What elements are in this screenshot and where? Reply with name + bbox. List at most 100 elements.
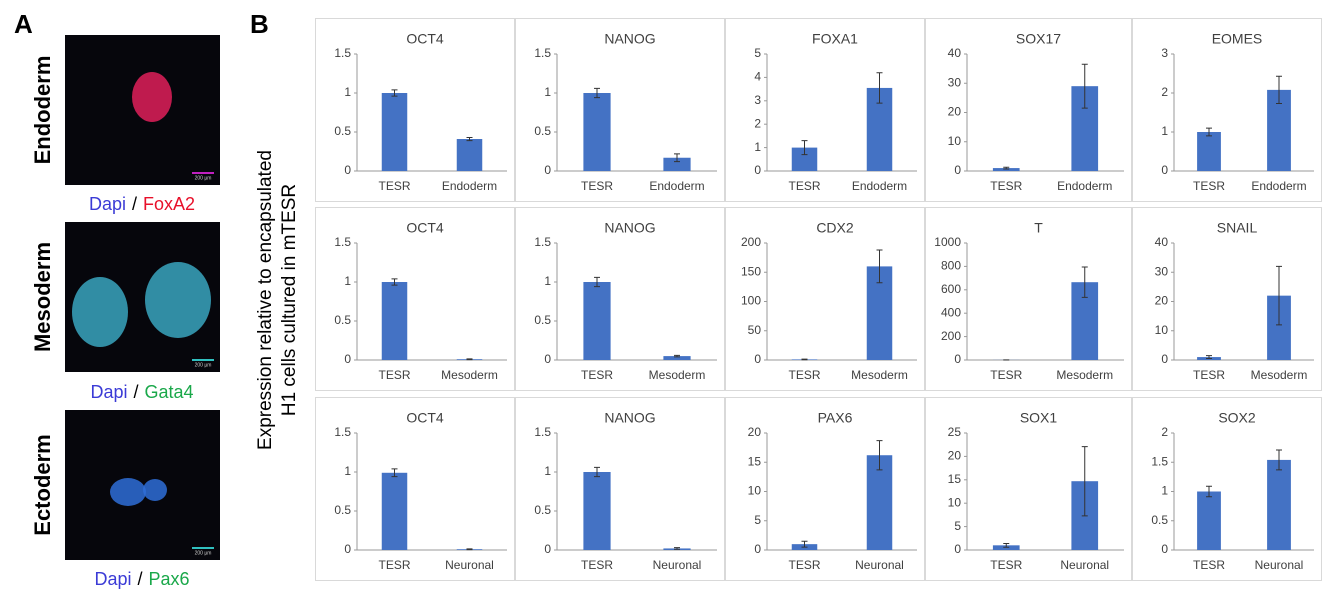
x-tick-label: TESR — [581, 368, 613, 382]
y-tick-label: 0.5 — [534, 503, 551, 517]
bar — [583, 282, 610, 360]
y-tick-label: 0 — [544, 352, 551, 366]
y-tick-label: 1.5 — [334, 235, 351, 249]
x-tick-label: Neuronal — [653, 558, 702, 572]
y-tick-label: 1.5 — [534, 46, 551, 60]
row-label: Mesoderm — [30, 242, 55, 352]
y-tick-label: 0.5 — [1151, 513, 1168, 527]
bar — [382, 473, 408, 550]
chart-title: SOX1 — [1020, 410, 1058, 426]
y-tick-label: 1.5 — [1151, 454, 1168, 468]
bar — [382, 282, 408, 360]
x-tick-label: Neuronal — [1060, 558, 1109, 572]
error-bar — [802, 359, 808, 360]
cell-cluster — [132, 72, 172, 122]
y-tick-label: 0.5 — [334, 313, 351, 327]
y-tick-label: 20 — [948, 449, 962, 463]
stain-part: / — [132, 194, 137, 214]
y-tick-label: 25 — [948, 425, 962, 439]
y-tick-label: 800 — [941, 259, 961, 273]
chart-title: OCT4 — [406, 220, 444, 236]
x-tick-label: TESR — [581, 558, 613, 572]
error-bar — [467, 359, 473, 360]
y-tick-label: 1 — [344, 274, 351, 288]
cell-cluster — [110, 478, 146, 506]
panel-label: A — [14, 9, 33, 39]
x-tick-label: TESR — [581, 179, 613, 193]
chart-title: T — [1034, 220, 1043, 236]
y-tick-label: 3 — [1161, 46, 1168, 60]
y-tick-label: 0.5 — [334, 503, 351, 517]
y-tick-label: 1000 — [934, 235, 961, 249]
stain-part: Dapi — [89, 194, 126, 214]
bar — [1197, 132, 1221, 171]
error-bar — [467, 549, 473, 550]
stain-part: Pax6 — [149, 569, 190, 589]
y-axis-title: H1 cells cultured in mTESR — [279, 184, 300, 416]
x-tick-label: TESR — [1193, 179, 1225, 193]
scale-bar-label: 200 µm — [195, 175, 212, 181]
y-tick-label: 200 — [941, 329, 961, 343]
y-tick-label: 0.5 — [334, 124, 351, 138]
y-tick-label: 100 — [741, 294, 761, 308]
y-tick-label: 0 — [754, 163, 761, 177]
y-tick-label: 0 — [344, 352, 351, 366]
y-tick-label: 2 — [1161, 425, 1168, 439]
chart-title: NANOG — [604, 31, 655, 47]
y-tick-label: 4 — [754, 70, 761, 84]
x-tick-label: TESR — [1193, 368, 1225, 382]
y-tick-label: 10 — [948, 134, 962, 148]
stain-label: Dapi/FoxA2 — [89, 194, 195, 214]
y-axis-title: Expression relative to encapsulated — [255, 150, 276, 450]
x-tick-label: TESR — [378, 558, 410, 572]
y-tick-label: 1 — [544, 464, 551, 478]
panel-label: B — [250, 9, 269, 39]
stain-part: Dapi — [94, 569, 131, 589]
y-tick-label: 0 — [1161, 163, 1168, 177]
x-tick-label: Mesoderm — [649, 368, 706, 382]
y-tick-label: 15 — [748, 454, 762, 468]
x-tick-label: TESR — [990, 179, 1022, 193]
chart-title: SOX17 — [1016, 31, 1061, 47]
x-tick-label: Neuronal — [1255, 558, 1304, 572]
y-tick-label: 5 — [754, 46, 761, 60]
y-tick-label: 10 — [1155, 323, 1169, 337]
y-tick-label: 1 — [344, 464, 351, 478]
x-tick-label: TESR — [378, 368, 410, 382]
y-tick-label: 0.5 — [534, 313, 551, 327]
chart-title: CDX2 — [816, 220, 854, 236]
bar — [457, 139, 483, 171]
figure: A B Expression relative to encapsulated … — [0, 0, 1325, 596]
scale-bar-label: 200 µm — [195, 550, 212, 556]
x-tick-label: TESR — [990, 368, 1022, 382]
x-tick-label: TESR — [1193, 558, 1225, 572]
y-tick-label: 2 — [1161, 85, 1168, 99]
stain-part: / — [133, 382, 138, 402]
y-tick-label: 40 — [1155, 235, 1169, 249]
x-tick-label: TESR — [788, 558, 820, 572]
y-tick-label: 0 — [754, 352, 761, 366]
stain-part: Dapi — [90, 382, 127, 402]
y-tick-label: 1 — [544, 274, 551, 288]
y-tick-label: 5 — [754, 513, 761, 527]
y-tick-label: 0 — [544, 163, 551, 177]
bar — [382, 93, 408, 171]
y-tick-label: 1.5 — [334, 425, 351, 439]
y-tick-label: 0 — [1161, 542, 1168, 556]
x-tick-label: Endoderm — [852, 179, 907, 193]
y-tick-label: 20 — [1155, 294, 1169, 308]
chart-title: NANOG — [604, 220, 655, 236]
y-tick-label: 0.5 — [534, 124, 551, 138]
y-tick-label: 1.5 — [534, 425, 551, 439]
y-tick-label: 20 — [748, 425, 762, 439]
y-tick-label: 0 — [954, 542, 961, 556]
chart-title: SNAIL — [1217, 220, 1258, 236]
stain-part: Gata4 — [145, 382, 194, 402]
y-tick-label: 1.5 — [334, 46, 351, 60]
y-tick-label: 200 — [741, 235, 761, 249]
y-tick-label: 15 — [948, 472, 962, 486]
cell-cluster — [72, 277, 128, 347]
stain-part: / — [137, 569, 142, 589]
x-tick-label: Endoderm — [442, 179, 497, 193]
row-label: Ectoderm — [30, 434, 55, 535]
